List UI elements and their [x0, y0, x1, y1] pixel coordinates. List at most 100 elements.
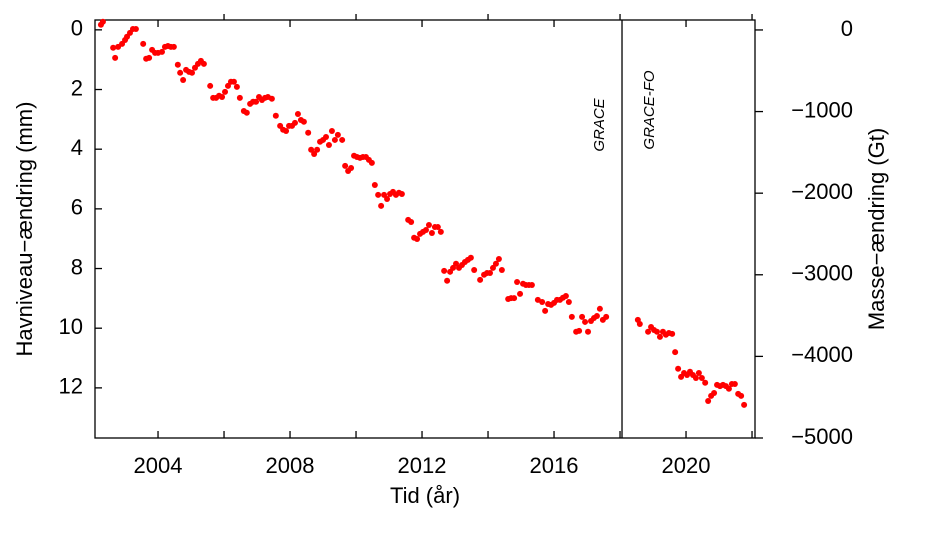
- data-point: [272, 112, 279, 119]
- data-point: [702, 379, 709, 386]
- data-point: [224, 82, 231, 89]
- data-point: [219, 93, 226, 100]
- data-point: [437, 228, 444, 235]
- data-point: [450, 264, 457, 271]
- data-point: [514, 278, 521, 285]
- data-point: [323, 133, 329, 140]
- x-tick-label: 2020: [662, 453, 711, 478]
- data-point: [308, 146, 315, 153]
- data-point: [375, 191, 382, 198]
- data-point: [300, 118, 307, 125]
- data-point: [200, 60, 207, 67]
- data-point: [428, 230, 435, 237]
- data-point: [371, 181, 378, 188]
- data-point: [444, 277, 451, 284]
- data-point: [593, 312, 600, 319]
- data-point: [110, 44, 117, 51]
- data-point: [398, 190, 405, 197]
- data-point: [233, 83, 240, 90]
- data-point: [487, 270, 494, 277]
- data-point: [528, 281, 535, 288]
- data-point: [99, 18, 106, 25]
- data-point: [189, 69, 196, 76]
- data-point: [328, 127, 335, 134]
- y-axis-label: Havniveau−ændring (mm): [12, 102, 37, 357]
- data-point: [656, 333, 663, 340]
- data-point: [283, 127, 290, 134]
- data-point: [495, 255, 502, 262]
- data-point: [517, 290, 524, 297]
- data-point: [170, 43, 177, 50]
- data-point: [207, 82, 214, 89]
- data-point: [381, 191, 388, 198]
- data-point: [314, 146, 321, 153]
- data-point: [294, 110, 301, 117]
- data-point: [414, 235, 421, 242]
- data-point: [408, 218, 415, 225]
- data-point: [636, 321, 643, 328]
- data-point: [174, 61, 181, 68]
- data-point: [378, 202, 385, 209]
- y-tick-label: 6: [71, 195, 83, 220]
- data-point: [725, 385, 732, 392]
- data-point: [177, 69, 184, 76]
- data-point: [596, 305, 603, 312]
- data-point: [236, 94, 243, 101]
- y-tick-label: 8: [71, 254, 83, 279]
- data-point: [342, 162, 349, 169]
- data-point: [132, 25, 139, 32]
- data-point: [112, 54, 119, 61]
- x-tick-label: 2008: [266, 453, 315, 478]
- y2-axis-label: Masse−ændring (Gt): [864, 128, 889, 330]
- data-point: [542, 307, 549, 314]
- data-point: [568, 313, 575, 320]
- annotation: GRACE-FO: [641, 70, 658, 150]
- data-point: [334, 131, 341, 138]
- y-tick-label: 4: [71, 135, 83, 160]
- y-tick-label: 2: [71, 75, 83, 100]
- data-point: [692, 375, 699, 382]
- x-tick-label: 2016: [530, 453, 579, 478]
- data-point: [653, 328, 660, 335]
- data-point: [562, 292, 569, 299]
- data-point: [705, 398, 712, 405]
- data-point: [675, 365, 682, 372]
- data-point: [695, 369, 702, 376]
- data-point: [331, 136, 338, 143]
- data-point: [222, 88, 229, 95]
- x-tick-label: 2012: [398, 453, 447, 478]
- data-point: [741, 401, 748, 408]
- data-point: [698, 375, 705, 382]
- data-point: [539, 298, 546, 305]
- y2-tick-label: −1000: [791, 97, 853, 122]
- data-point: [565, 298, 572, 305]
- data-point: [453, 260, 460, 267]
- y-tick-label: 12: [59, 374, 83, 399]
- annotation: GRACE: [591, 97, 608, 151]
- data-point: [669, 330, 676, 337]
- data-point: [471, 267, 478, 274]
- data-point: [434, 224, 441, 231]
- y2-tick-label: −2000: [791, 179, 853, 204]
- data-point: [576, 327, 583, 334]
- data-point: [672, 349, 679, 356]
- data-point: [180, 76, 187, 83]
- data-point: [268, 95, 275, 102]
- data-point: [579, 313, 586, 320]
- data-point: [489, 264, 496, 271]
- data-point: [146, 54, 153, 61]
- y-tick-label: 10: [59, 314, 83, 339]
- y2-tick-label: −5000: [791, 424, 853, 449]
- data-point: [738, 392, 745, 399]
- data-point: [511, 295, 518, 302]
- data-point: [645, 328, 652, 335]
- data-point: [158, 48, 165, 55]
- data-point: [731, 380, 738, 387]
- data-point: [422, 227, 429, 234]
- data-point: [243, 109, 250, 116]
- data-point: [140, 40, 147, 47]
- y2-tick-label: −3000: [791, 261, 853, 286]
- data-point: [311, 150, 318, 157]
- data-point: [603, 313, 610, 320]
